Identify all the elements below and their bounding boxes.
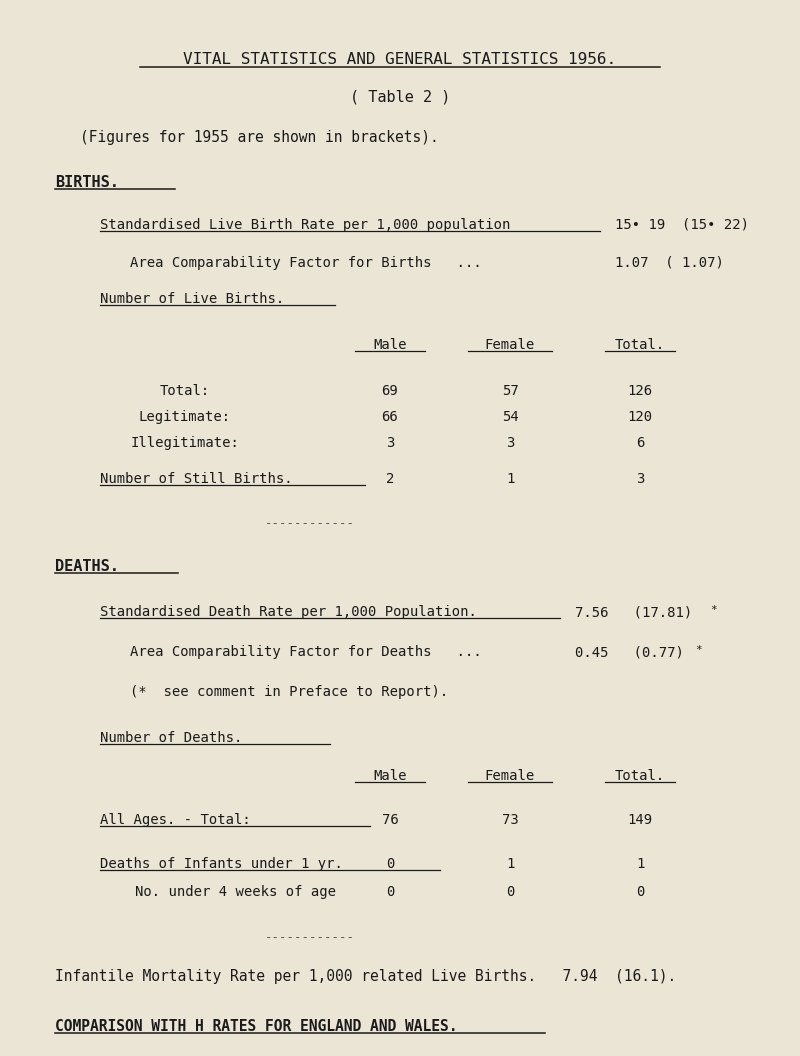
Text: All Ages. - Total:: All Ages. - Total:	[100, 813, 250, 827]
Text: 3: 3	[636, 472, 644, 486]
Text: Infantile Mortality Rate per 1,000 related Live Births.   7.94  (16.1).: Infantile Mortality Rate per 1,000 relat…	[55, 969, 676, 984]
Text: 0: 0	[386, 857, 394, 871]
Text: 1: 1	[506, 472, 514, 486]
Text: 66: 66	[382, 410, 398, 425]
Text: (Figures for 1955 are shown in brackets).: (Figures for 1955 are shown in brackets)…	[80, 130, 438, 145]
Text: DEATHS.: DEATHS.	[55, 559, 119, 574]
Text: Number of Still Births.: Number of Still Births.	[100, 472, 293, 486]
Text: ------------: ------------	[265, 517, 355, 530]
Text: Male: Male	[374, 338, 406, 352]
Text: Number of Deaths.: Number of Deaths.	[100, 731, 242, 744]
Text: Total:: Total:	[160, 384, 210, 398]
Text: BIRTHS.: BIRTHS.	[55, 175, 119, 190]
Text: Legitimate:: Legitimate:	[139, 410, 231, 425]
Text: Deaths of Infants under 1 yr.: Deaths of Infants under 1 yr.	[100, 857, 343, 871]
Text: 76: 76	[382, 813, 398, 827]
Text: VITAL STATISTICS AND GENERAL STATISTICS 1956.: VITAL STATISTICS AND GENERAL STATISTICS …	[183, 52, 617, 67]
Text: No. under 4 weeks of age: No. under 4 weeks of age	[135, 885, 336, 899]
Text: Standardised Live Birth Rate per 1,000 population: Standardised Live Birth Rate per 1,000 p…	[100, 218, 510, 232]
Text: 0.45   (0.77): 0.45 (0.77)	[575, 645, 684, 659]
Text: ( Table 2 ): ( Table 2 )	[350, 90, 450, 105]
Text: Area Comparability Factor for Births   ...: Area Comparability Factor for Births ...	[130, 256, 482, 270]
Text: Total.: Total.	[615, 769, 665, 782]
Text: 3: 3	[506, 436, 514, 450]
Text: COMPARISON WITH H RATES FOR ENGLAND AND WALES.: COMPARISON WITH H RATES FOR ENGLAND AND …	[55, 1019, 458, 1034]
Text: *: *	[710, 605, 717, 615]
Text: 1: 1	[506, 857, 514, 871]
Text: 0: 0	[386, 885, 394, 899]
Text: 15• 19  (15• 22): 15• 19 (15• 22)	[615, 218, 749, 232]
Text: 6: 6	[636, 436, 644, 450]
Text: 126: 126	[627, 384, 653, 398]
Text: Illegitimate:: Illegitimate:	[130, 436, 239, 450]
Text: Number of Live Births.: Number of Live Births.	[100, 293, 284, 306]
Text: 7.56   (17.81): 7.56 (17.81)	[575, 605, 692, 619]
Text: Total.: Total.	[615, 338, 665, 352]
Text: Area Comparability Factor for Deaths   ...: Area Comparability Factor for Deaths ...	[130, 645, 482, 659]
Text: *: *	[695, 645, 702, 655]
Text: ------------: ------------	[265, 931, 355, 944]
Text: 1.07  ( 1.07): 1.07 ( 1.07)	[615, 256, 724, 270]
Text: Male: Male	[374, 769, 406, 782]
Text: 54: 54	[502, 410, 518, 425]
Text: Female: Female	[485, 338, 535, 352]
Text: Female: Female	[485, 769, 535, 782]
Text: 0: 0	[506, 885, 514, 899]
Text: 120: 120	[627, 410, 653, 425]
Text: (*  see comment in Preface to Report).: (* see comment in Preface to Report).	[130, 685, 448, 699]
Text: 3: 3	[386, 436, 394, 450]
Text: 57: 57	[502, 384, 518, 398]
Text: 73: 73	[502, 813, 518, 827]
Text: Standardised Death Rate per 1,000 Population.: Standardised Death Rate per 1,000 Popula…	[100, 605, 477, 619]
Text: 2: 2	[386, 472, 394, 486]
Text: 149: 149	[627, 813, 653, 827]
Text: 1: 1	[636, 857, 644, 871]
Text: 69: 69	[382, 384, 398, 398]
Text: 0: 0	[636, 885, 644, 899]
